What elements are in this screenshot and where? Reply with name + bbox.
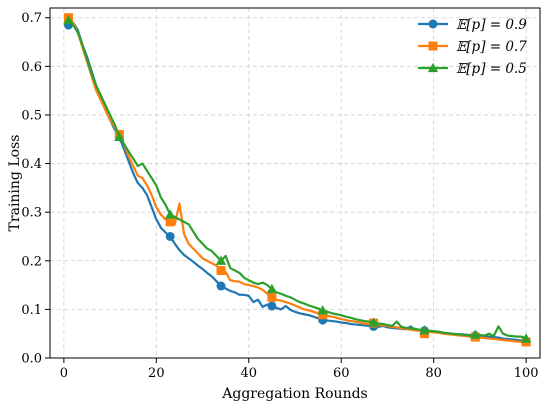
legend-marker: [428, 41, 438, 51]
series-layer: [63, 13, 532, 347]
y-axis-title: Training Loss: [7, 135, 23, 232]
legend-item: 𝔼[p] = 0.5: [418, 61, 527, 77]
data-point-marker: [165, 209, 176, 219]
data-point-marker: [419, 325, 430, 335]
legend: 𝔼[p] = 0.9 𝔼[p] = 0.7 𝔼[p] = 0.5: [418, 17, 527, 77]
legend-marker: [427, 62, 439, 73]
data-point-marker: [63, 14, 74, 25]
legend-label: 𝔼[p] = 0.5: [456, 61, 527, 77]
y-tick-label: 0.2: [21, 254, 42, 269]
series-line: [67, 19, 527, 340]
data-point-marker: [520, 333, 532, 343]
x-tick-label: 20: [148, 366, 165, 381]
data-point-marker: [318, 310, 328, 320]
data-point-marker: [216, 266, 226, 275]
data-point-marker: [165, 217, 175, 227]
data-point-marker: [317, 305, 328, 315]
data-point-marker: [267, 292, 277, 302]
x-axis-title: Aggregation Rounds: [221, 386, 367, 402]
legend-label: 𝔼[p] = 0.9: [456, 17, 527, 33]
y-tick-label: 0.5: [21, 108, 42, 123]
legend-item: 𝔼[p] = 0.7: [418, 39, 527, 55]
data-point-marker: [266, 283, 278, 294]
series-2: [63, 14, 532, 343]
y-tick-label: 0.3: [21, 206, 42, 221]
data-point-marker: [215, 255, 227, 265]
y-tick-label: 0.4: [21, 157, 42, 172]
data-point-marker: [368, 317, 379, 327]
data-point-marker: [216, 281, 226, 291]
data-point-marker: [267, 301, 277, 311]
y-tick-label: 0.0: [21, 352, 42, 367]
x-tick-label: 40: [241, 366, 258, 381]
y-tick-label: 0.7: [21, 11, 42, 26]
x-tick-label: 80: [425, 366, 442, 381]
plot-frame: [49, 7, 541, 359]
x-tick-label: 100: [514, 366, 539, 381]
data-point-marker: [165, 231, 175, 241]
axis-ticks: 0 20 40 60 80 100 0.0 0.1 0.2 0.3 0.4 0.5 0.6 0.7: [21, 11, 538, 381]
x-tick-label: 60: [333, 366, 350, 381]
y-tick-label: 0.1: [21, 303, 42, 318]
data-point-marker: [470, 329, 481, 339]
legend-label: 𝔼[p] = 0.7: [456, 39, 527, 55]
x-tick-label: 0: [60, 366, 68, 381]
y-tick-label: 0.6: [21, 60, 42, 75]
legend-marker: [428, 19, 438, 29]
data-point-marker: [114, 131, 125, 141]
legend-item: 𝔼[p] = 0.9: [418, 17, 527, 33]
